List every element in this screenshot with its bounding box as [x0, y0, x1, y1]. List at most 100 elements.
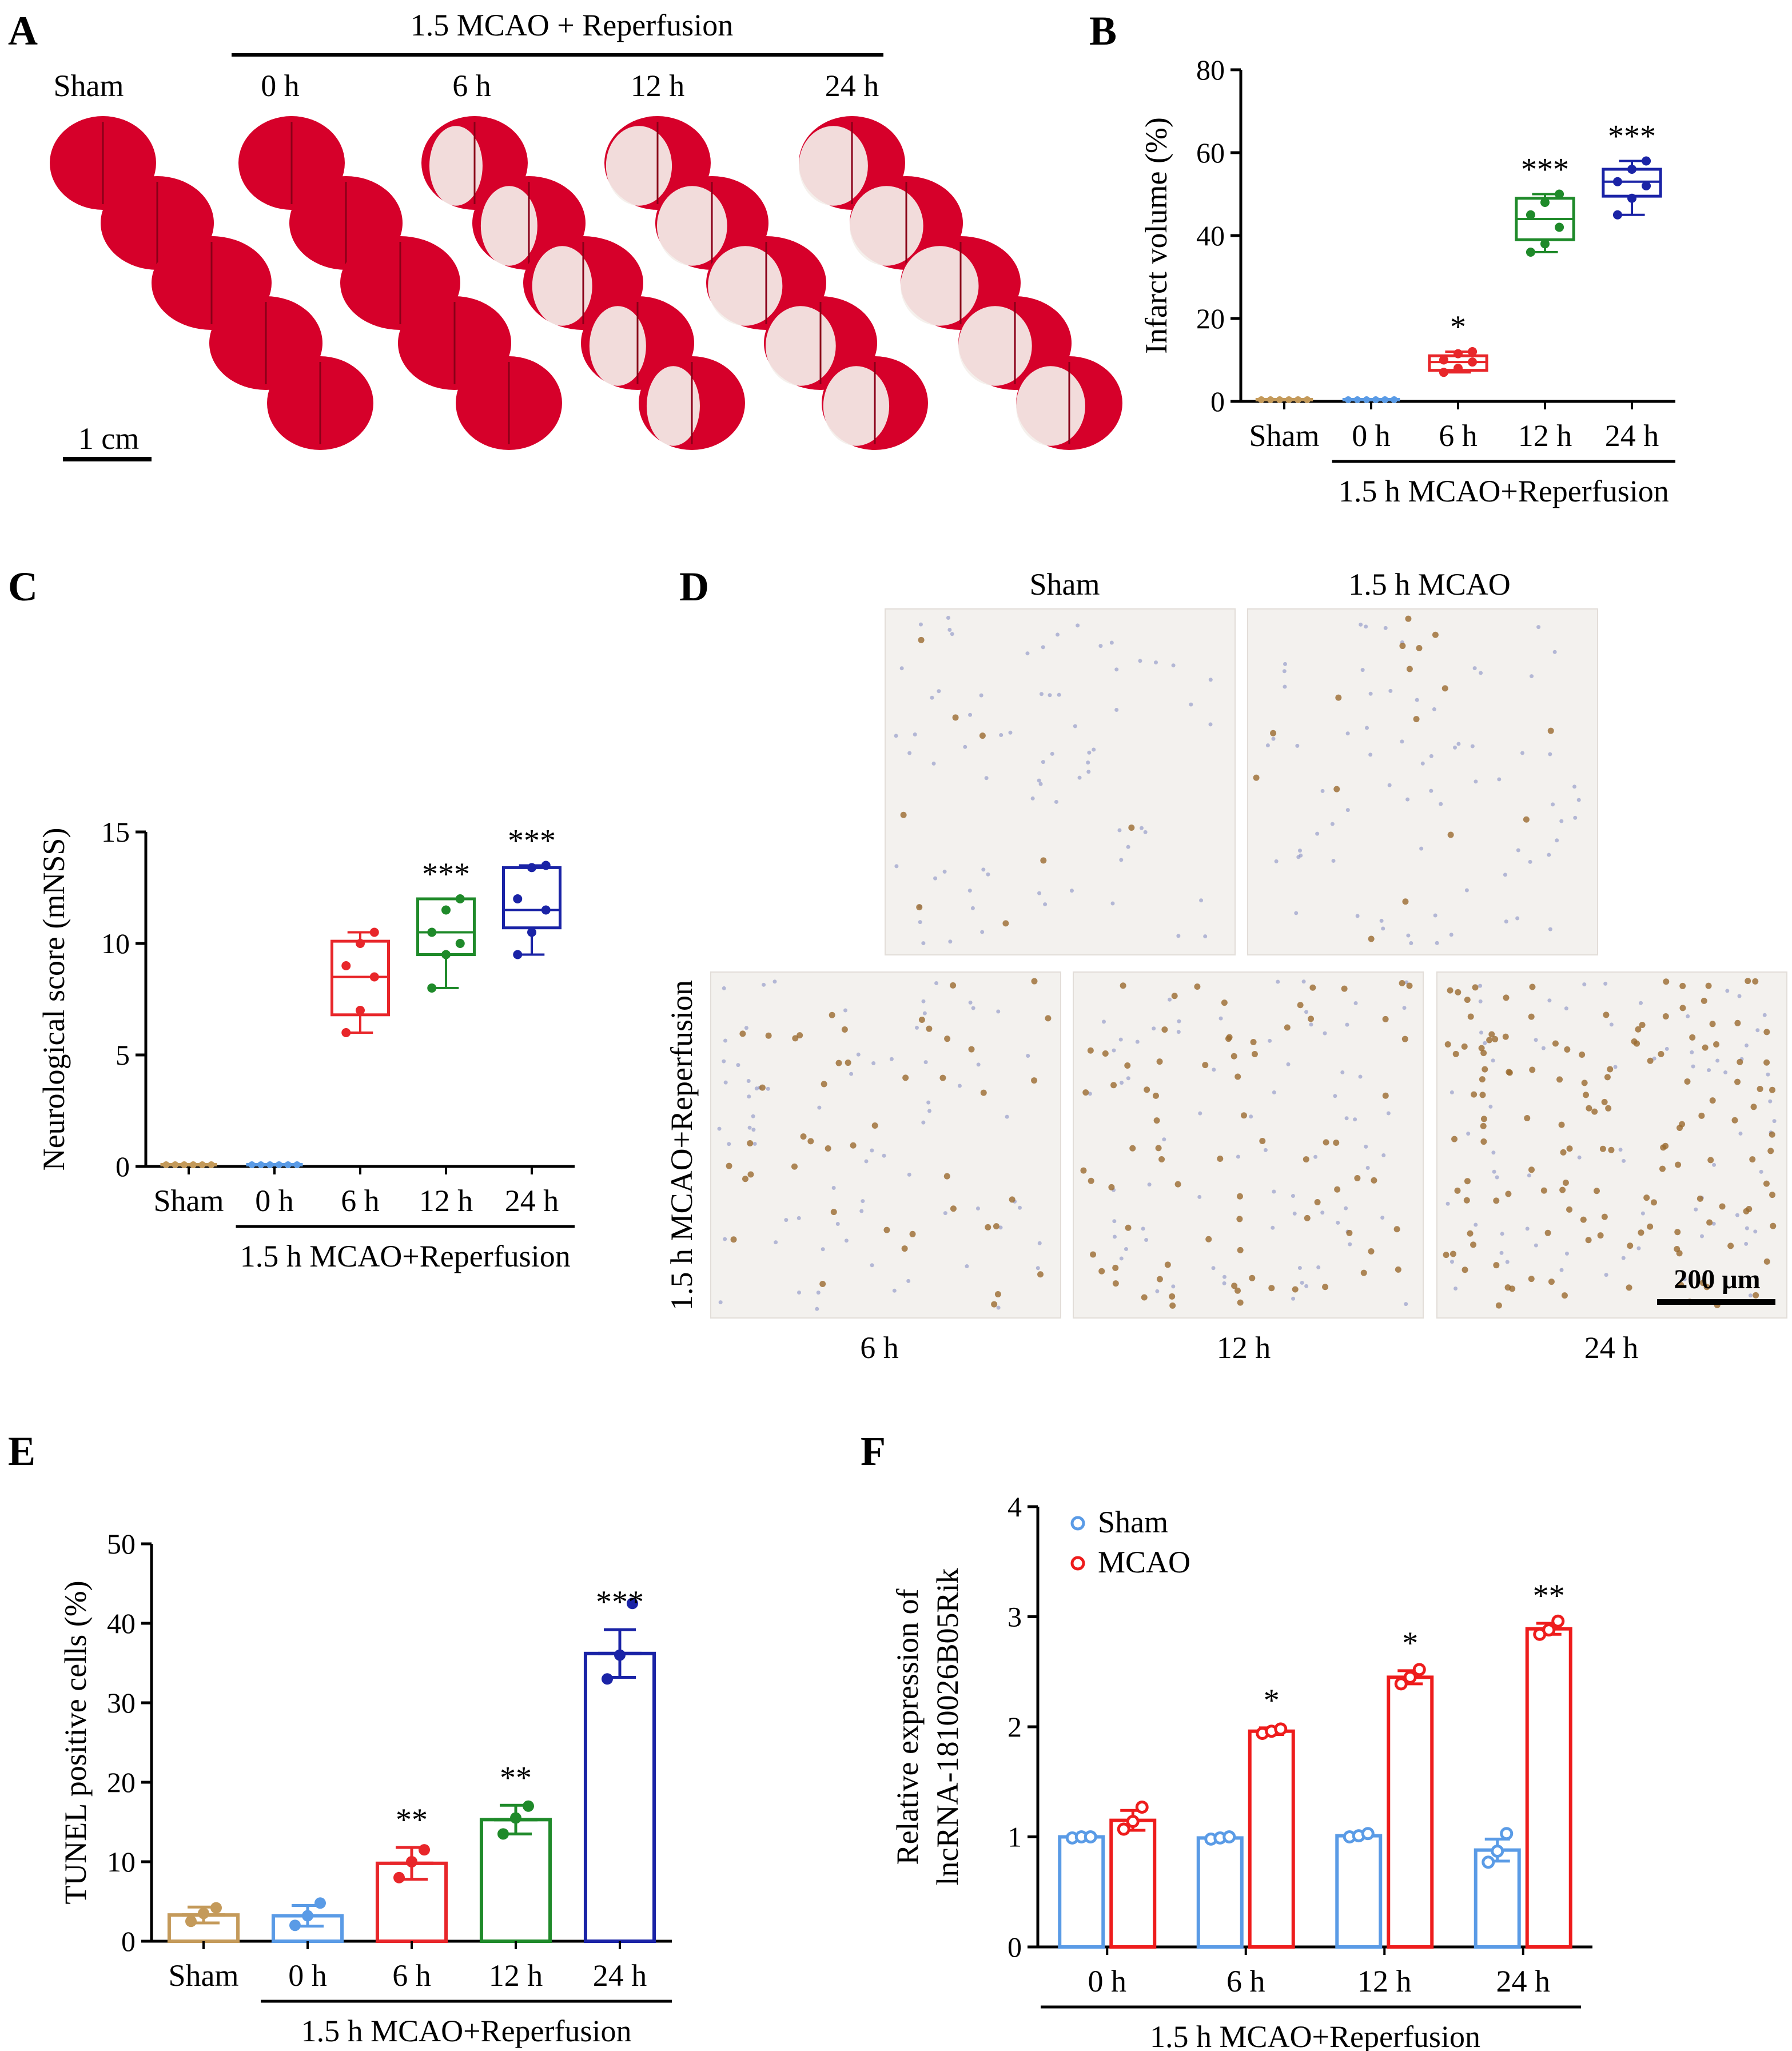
nucleus-dot [1636, 1246, 1641, 1250]
tunel-positive-cell [1743, 1208, 1750, 1214]
tunel-positive-cell [819, 1280, 826, 1287]
tunel-positive-cell [1303, 1156, 1309, 1163]
tunel-positive-cell [1217, 1156, 1224, 1162]
nucleus-dot [1295, 743, 1300, 748]
data-point [302, 1910, 313, 1922]
nucleus-dot [1276, 979, 1280, 984]
tunel-positive-cell [1259, 1137, 1266, 1144]
nucleus-dot [1552, 650, 1557, 654]
nucleus-dot [965, 1264, 969, 1269]
data-point [1391, 396, 1398, 403]
nucleus-dot [1640, 1211, 1645, 1216]
nucleus-dot [1208, 678, 1213, 682]
nucleus-dot [1564, 1251, 1569, 1256]
nucleus-dot [1147, 1182, 1152, 1187]
tunel-positive-cell [1750, 1104, 1757, 1110]
y-tick-label: 4 [1007, 1491, 1022, 1523]
infarct-region [901, 246, 979, 326]
tunel-positive-cell [1234, 1287, 1241, 1294]
nucleus-dot [1120, 1081, 1124, 1085]
legend-marker [1070, 1556, 1085, 1571]
nucleus-dot [1048, 693, 1052, 698]
nucleus-dot [968, 712, 973, 717]
tunel-positive-cell [1639, 1022, 1646, 1029]
nucleus-dot [1353, 1001, 1358, 1005]
nucleus-dot [1435, 941, 1439, 945]
nucleus-dot [922, 1011, 927, 1015]
nucleus-dot [1406, 933, 1411, 938]
nucleus-dot [1203, 934, 1208, 939]
data-point [198, 1161, 206, 1168]
x-tick-label: 0 h [1088, 1964, 1127, 1998]
nucleus-dot [1345, 731, 1350, 736]
nucleus-dot [723, 1038, 728, 1043]
infarct-region [429, 126, 483, 206]
data-point [1468, 357, 1478, 367]
nucleus-dot [1686, 1014, 1690, 1018]
tunel-positive-cell [845, 1060, 851, 1066]
nucleus-dot [1320, 788, 1325, 793]
x-tick-label: 6 h [341, 1184, 380, 1218]
nucleus-dot [907, 1172, 911, 1177]
nucleus-dot [971, 1006, 975, 1010]
tunel-positive-cell [1479, 1076, 1486, 1083]
tunel-positive-cell [1037, 1271, 1044, 1278]
box [416, 897, 476, 956]
data-point [1439, 355, 1448, 365]
tunel-positive-cell [1737, 1058, 1743, 1065]
tunel-positive-cell [1593, 1188, 1600, 1194]
tunel-positive-cell [825, 1145, 831, 1152]
tunel-positive-cell [747, 1171, 754, 1178]
chart-f-plot: 0 1 2 3 4 Relative expression of lncRNA-181002… [890, 1491, 1592, 2051]
data-point [266, 1161, 274, 1168]
nucleus-dot [1380, 1216, 1385, 1220]
nucleus-dot [1386, 1111, 1391, 1116]
x-tick-label: 12 h [419, 1184, 473, 1218]
nucleus-dot [967, 889, 972, 893]
tunel-positive-cell [1471, 1091, 1478, 1098]
group-label: 1.5 h MCAO+Reperfusion [301, 2014, 632, 2048]
nucleus-dot [856, 1052, 861, 1057]
nucleus-dot [934, 981, 939, 985]
tunel-positive-cell [1237, 1246, 1244, 1253]
tunel-positive-cell [1153, 1117, 1160, 1124]
nucleus-dot [1577, 1155, 1582, 1160]
nucleus-dot [766, 1086, 770, 1091]
y-tick-label: 10 [101, 927, 130, 959]
tunel-positive-cell [841, 1026, 848, 1033]
nucleus-dot [1694, 1207, 1698, 1212]
tunel-positive-cell [1144, 1086, 1150, 1093]
group-label: 1.5 h MCAO+Reperfusion [240, 1239, 571, 1273]
nucleus-dot [1504, 919, 1508, 924]
nucleus-dot [1365, 726, 1369, 730]
nucleus-dot [864, 1159, 869, 1164]
tunel-positive-cell [1679, 982, 1686, 989]
tunel-positive-cell [1221, 999, 1228, 1006]
tunel-positive-cell [1462, 1267, 1468, 1273]
nucleus-dot [751, 1128, 756, 1132]
x-tick-label: 12 h [1518, 419, 1572, 453]
nucleus-dot [1470, 744, 1475, 748]
tunel-positive-cell [1734, 1019, 1741, 1026]
tunel-positive-cell [1416, 645, 1423, 652]
nucleus-dot [762, 982, 766, 987]
nucleus-dot [784, 1218, 789, 1222]
micrograph-stained-cells [717, 615, 1777, 1311]
y-tick-label: 40 [107, 1607, 136, 1639]
tunel-positive-cell [1250, 1039, 1257, 1046]
tunel-positive-cell [1662, 1142, 1669, 1149]
data-point [185, 1915, 197, 1927]
tunel-positive-cell [1087, 1047, 1094, 1054]
nucleus-dot [1358, 1074, 1363, 1079]
tunel-positive-cell [1467, 1230, 1474, 1237]
nucleus-dot [1415, 698, 1419, 702]
nucleus-dot [1176, 1030, 1181, 1034]
tunel-positive-cell [1082, 1089, 1089, 1096]
nucleus-dot [1086, 760, 1090, 765]
y-axis-label-line1: Relative expression of [890, 1589, 925, 1865]
nucleus-dot [1336, 1220, 1340, 1225]
tunel-positive-cell [916, 904, 923, 911]
tunel-positive-cell [1638, 1229, 1644, 1236]
nucleus-dot [950, 632, 954, 636]
nucleus-dot [1429, 754, 1433, 758]
